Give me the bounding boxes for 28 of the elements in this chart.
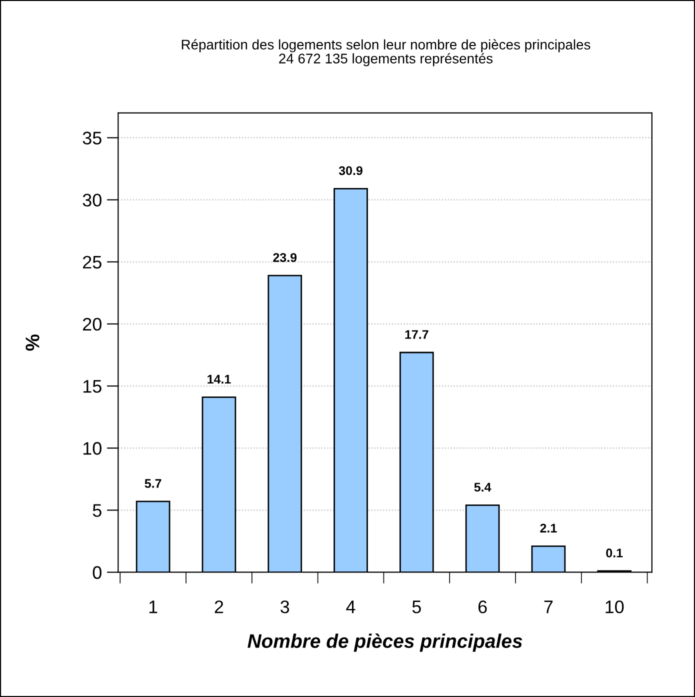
- data-label: 17.7: [405, 330, 428, 339]
- y-tick-label: 35: [82, 132, 102, 144]
- x-tick-label: 5: [412, 600, 421, 614]
- data-label: 30.9: [338, 166, 362, 176]
- data-label: 14.1: [208, 374, 231, 384]
- data-label: 2.1: [540, 524, 557, 532]
- x-tick-label: 1: [149, 600, 158, 614]
- x-tick-label: 4: [346, 600, 356, 614]
- y-tick-label: 20: [83, 318, 102, 331]
- x-tick-label: 2: [214, 600, 224, 614]
- x-tick-label: 7: [544, 600, 553, 614]
- y-axis-title: %: [26, 334, 40, 351]
- y-tick-label: 25: [83, 256, 102, 269]
- x-tick-label: 6: [478, 600, 487, 614]
- data-label: 0.1: [606, 548, 623, 558]
- y-tick-label: 10: [83, 442, 102, 455]
- y-tick-label: 30: [82, 194, 102, 207]
- x-axis-title: Nombre de pièces principales: [248, 634, 522, 652]
- y-tick-label: 15: [83, 380, 102, 393]
- x-tick-label: 3: [280, 600, 290, 614]
- data-label: 23.9: [273, 253, 297, 262]
- y-tick-label: 0: [92, 566, 102, 579]
- x-tick-label: 10: [606, 600, 624, 614]
- chart-subtitle: 24 672 135 logements représentés: [279, 53, 493, 66]
- chart-title: Répartition des logements selon leur nombre de pièces principales: [182, 39, 590, 52]
- y-tick-label: 5: [92, 504, 102, 517]
- data-label: 5.7: [144, 479, 162, 488]
- data-label: 5.4: [474, 482, 492, 492]
